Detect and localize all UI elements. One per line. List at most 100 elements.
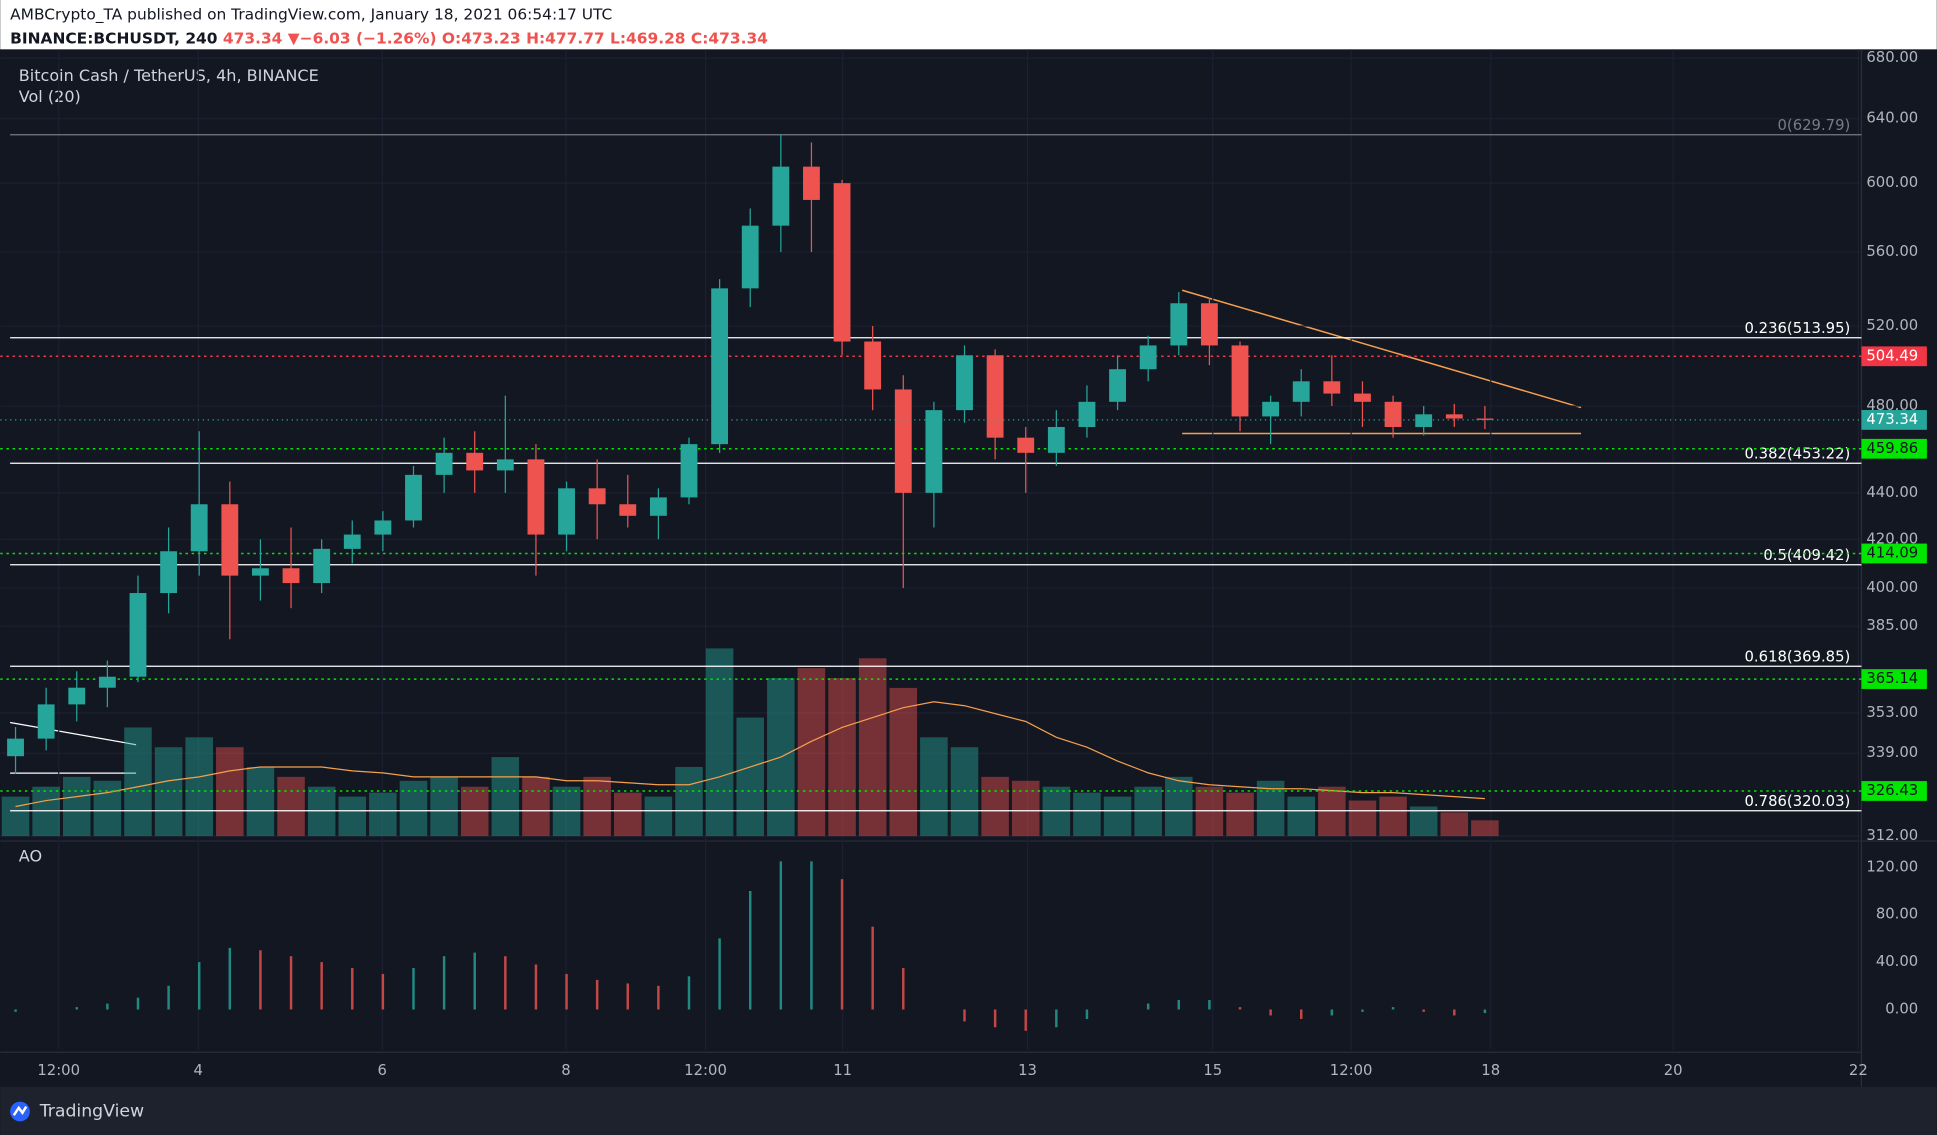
- volume-bar: [369, 792, 397, 837]
- level-box: [1861, 543, 1927, 564]
- volume-bar: [1440, 812, 1469, 837]
- volume-bar: [430, 776, 458, 837]
- volume-bar: [828, 678, 856, 837]
- level-label: 365.14: [1866, 670, 1918, 687]
- volume-bar: [62, 776, 91, 837]
- volume-bar: [889, 687, 918, 837]
- volume-bar: [246, 766, 275, 837]
- x-tick-label: 4: [194, 1062, 203, 1079]
- candle-body: [466, 452, 484, 471]
- x-tick-label: 13: [1018, 1062, 1037, 1079]
- volume-bar: [920, 737, 948, 837]
- candle-body: [956, 355, 973, 411]
- volume-bar: [1073, 792, 1101, 837]
- candle-body: [680, 444, 698, 498]
- level-box: [1861, 438, 1927, 459]
- level-box: [1861, 669, 1927, 689]
- candle-body: [527, 459, 545, 535]
- ao-tick-label: 80.00: [1876, 906, 1918, 923]
- volume-bar: [491, 757, 520, 837]
- candle-body: [313, 548, 331, 584]
- candle-body: [864, 341, 882, 390]
- candle-body: [1415, 414, 1433, 427]
- x-tick-label: 22: [1849, 1062, 1868, 1079]
- y-tick-label: 339.00: [1866, 744, 1918, 761]
- volume-bar: [736, 717, 764, 837]
- candle-body: [1262, 401, 1280, 417]
- volume-bar: [1195, 786, 1224, 837]
- volume-bar: [1348, 800, 1377, 837]
- candle-body: [833, 183, 851, 342]
- last-price-label: 473.34: [1866, 411, 1918, 428]
- candle-body: [343, 534, 361, 549]
- x-tick-label: 18: [1481, 1062, 1500, 1079]
- x-tick-label: 12:00: [1330, 1062, 1373, 1079]
- logo: [10, 1101, 30, 1122]
- volume-bar: [1256, 780, 1285, 837]
- volume-bar: [185, 737, 213, 837]
- ao-tick-label: 120.00: [1866, 858, 1918, 875]
- candle-body: [558, 488, 575, 535]
- candle-body: [803, 166, 820, 200]
- volume-bar: [613, 792, 642, 837]
- y-tick-label: 312.00: [1866, 827, 1918, 844]
- fib-label: 0.382(453.22): [1745, 446, 1851, 463]
- y-tick-label: 353.00: [1866, 704, 1918, 721]
- volume-bar: [583, 776, 611, 837]
- level-label: 326.43: [1866, 782, 1918, 799]
- candle-body: [221, 504, 239, 576]
- volume-bar: [522, 776, 550, 837]
- volume-bar: [552, 786, 581, 837]
- candle-body: [1047, 426, 1065, 453]
- volume-bar: [124, 727, 152, 837]
- candle-body: [1109, 369, 1126, 402]
- candle-body: [925, 410, 943, 493]
- x-tick-label: 12:00: [684, 1062, 727, 1079]
- volume-bar: [1379, 796, 1407, 837]
- candle-body: [619, 504, 637, 516]
- fib-label: 0(629.79): [1778, 117, 1851, 134]
- candle-body: [1323, 381, 1341, 394]
- y-tick-label: 400.00: [1866, 579, 1918, 596]
- volume-bar: [1134, 786, 1162, 837]
- fib-label: 0.618(369.85): [1745, 649, 1851, 666]
- candle-body: [649, 497, 667, 516]
- y-tick-label: 385.00: [1866, 617, 1918, 634]
- level-label: 504.49: [1866, 347, 1918, 364]
- symbol: BINANCE:BCHUSDT, 240 473.34 ▼−6.03 (−1.2…: [10, 29, 768, 47]
- candle-body: [7, 738, 24, 757]
- volume-bar: [460, 786, 489, 837]
- pair: Bitcoin Cash / TetherUS, 4h, BINANCE: [19, 66, 319, 85]
- candle-body: [374, 520, 392, 535]
- fib-label: 0.786(320.03): [1745, 793, 1851, 810]
- x-tick-label: 20: [1664, 1062, 1683, 1079]
- volume-bar: [277, 776, 305, 837]
- y-tick-label: 420.00: [1866, 530, 1918, 547]
- y-tick-label: 680.00: [1866, 49, 1918, 66]
- x-tick-label: 12:00: [37, 1062, 80, 1079]
- volume-bar: [1103, 796, 1132, 837]
- x-tick-label: 6: [378, 1062, 387, 1079]
- candle-body: [98, 676, 116, 688]
- candle-body: [986, 355, 1004, 438]
- volume-bar: [858, 658, 887, 837]
- volume-ma: [15, 701, 1485, 808]
- ao-tick-label: 0.00: [1885, 1001, 1918, 1018]
- volume-bar: [1409, 806, 1438, 837]
- symbol-text: BINANCE:BCHUSDT, 240: [10, 29, 217, 47]
- candle-body: [129, 593, 147, 677]
- candle-body: [496, 459, 514, 471]
- fib-label: 0.5(409.42): [1763, 547, 1850, 564]
- candle-body: [711, 288, 729, 445]
- candle-body: [405, 474, 422, 521]
- candle-body: [37, 704, 55, 739]
- fib-label: 0.236(513.95): [1745, 320, 1851, 337]
- volume-bar: [1042, 786, 1071, 837]
- candle-body: [1078, 401, 1096, 427]
- ao-label: AO: [19, 847, 42, 866]
- volume-bar: [1471, 820, 1499, 837]
- ohlc: O:473.23 H:477.77 L:469.28 C:473.34: [442, 29, 768, 47]
- candle-body: [1139, 345, 1157, 370]
- arrow: ▼: [288, 29, 300, 47]
- volume-bar: [1011, 780, 1040, 837]
